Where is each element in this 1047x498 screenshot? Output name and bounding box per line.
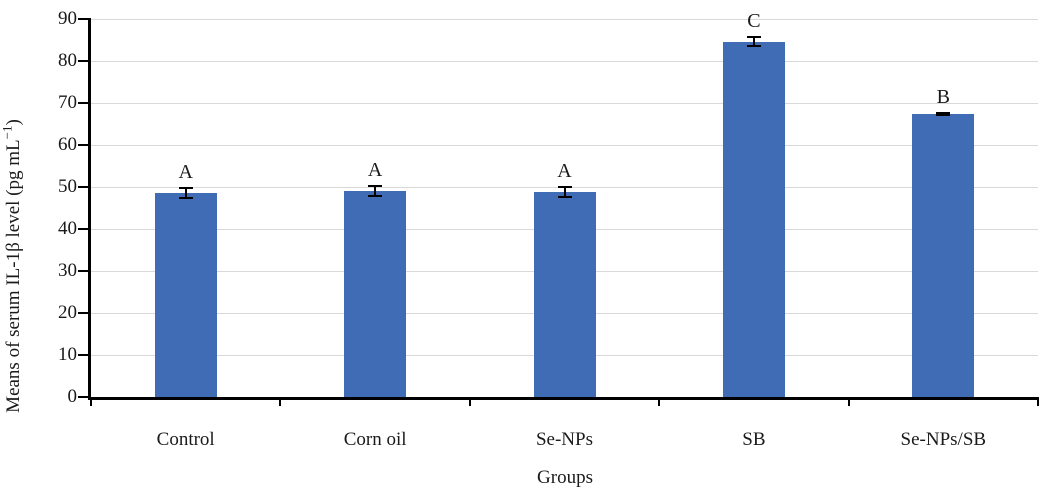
significance-letter-se-nps: A	[557, 160, 572, 182]
x-axis-tick	[468, 397, 471, 406]
gridline-70	[91, 102, 1038, 104]
y-tick-label: 70	[58, 92, 77, 113]
plot-area: 0 10 20 30 40 50 60 70 80 90 A Control A Corn oil A Se-…	[58, 8, 1039, 450]
error-bar-bottom-cap	[557, 196, 572, 199]
significance-letter-corn-oil: A	[367, 159, 383, 182]
y-axis-tick	[78, 18, 91, 20]
x-axis-tick	[1037, 397, 1039, 406]
y-tick-label: 10	[58, 344, 77, 365]
y-axis-tick	[78, 228, 91, 230]
bar-corn-oil	[344, 191, 407, 397]
category-label-se-nps-sb: Se-NPs/SB	[900, 429, 987, 450]
bar-se-nps	[533, 192, 596, 397]
error-bar-bottom-cap	[936, 114, 951, 117]
y-axis-tick	[78, 186, 91, 188]
y-axis-tick	[78, 354, 91, 356]
y-tick-label: 80	[58, 50, 77, 71]
y-axis-tick	[78, 102, 91, 104]
gridline-80	[91, 60, 1038, 62]
x-axis-title: Groups	[537, 467, 593, 488]
error-bar-top-cap	[178, 187, 193, 190]
y-tick-label: 40	[58, 218, 77, 239]
y-tick-label: 60	[58, 134, 77, 155]
category-label-control: Control	[156, 429, 215, 450]
y-tick-label: 20	[58, 302, 77, 323]
x-axis-tick	[847, 397, 850, 406]
significance-letter-sb: C	[747, 10, 761, 33]
x-axis-tick	[658, 397, 661, 406]
error-bar-top-cap	[557, 186, 572, 188]
y-tick-label: 30	[58, 260, 77, 281]
y-axis-tick	[78, 144, 91, 146]
error-bar-top-cap	[368, 185, 383, 188]
y-tick-label: 50	[58, 176, 77, 197]
gridline-60	[91, 144, 1038, 146]
y-axis-tick	[78, 270, 91, 272]
x-axis-tick	[90, 397, 92, 406]
error-bar-sb	[752, 37, 755, 46]
y-tick-label: 0	[67, 386, 78, 407]
significance-letter-se-nps-sb: B	[936, 85, 950, 108]
error-bar-se-nps	[563, 187, 566, 198]
y-axis-tick	[78, 312, 91, 314]
y-tick-label: 90	[58, 8, 77, 29]
error-bar-se-nps-sb	[942, 112, 945, 116]
error-bar-corn-oil	[374, 186, 377, 197]
bar-se-nps-sb	[912, 113, 975, 397]
significance-letter-control: A	[178, 161, 193, 184]
y-axis-title: Means of serum IL-1β level (pg mL−1)	[0, 66, 26, 466]
y-axis-title-text: Means of serum IL-1β level (pg mL	[3, 139, 24, 413]
error-bar-bottom-cap	[178, 197, 193, 200]
error-bar-top-cap	[936, 111, 951, 114]
error-bar-top-cap	[746, 36, 761, 39]
category-label-se-nps: Se-NPs	[535, 429, 593, 450]
y-axis-tick	[78, 60, 91, 62]
y-axis-tick	[78, 396, 91, 398]
bar-control	[154, 193, 217, 397]
error-bar-bottom-cap	[368, 195, 383, 198]
category-label-sb: SB	[742, 429, 766, 450]
x-axis-tick	[279, 397, 282, 406]
bar-sb	[722, 41, 785, 397]
category-label-corn-oil: Corn oil	[343, 429, 407, 450]
y-axis-title-close: )	[3, 119, 24, 126]
error-bar-bottom-cap	[746, 44, 761, 47]
y-axis-title-superscript: −1	[0, 125, 15, 140]
gridline-90	[91, 18, 1038, 20]
error-bar-control	[184, 188, 187, 199]
